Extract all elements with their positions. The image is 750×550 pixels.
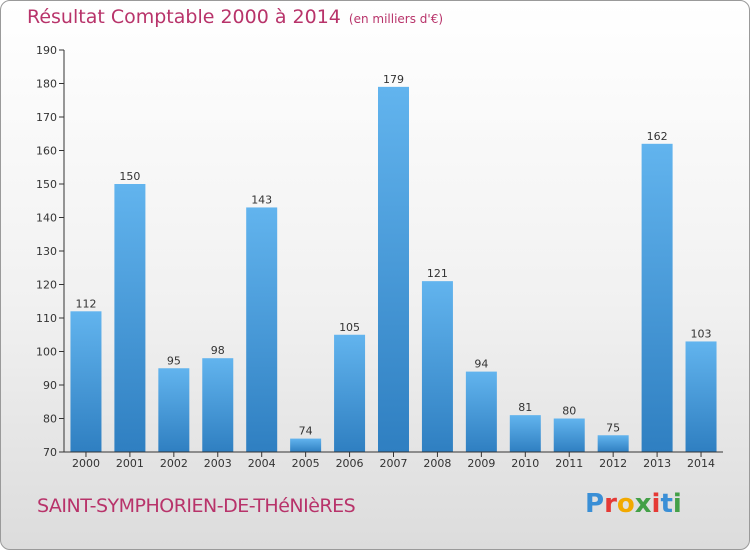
y-tick-label: 90 [43, 379, 57, 392]
bar-2000 [70, 311, 102, 452]
bar-value-label: 80 [562, 405, 576, 418]
bar-2007 [378, 86, 409, 452]
y-axis: 70 80 90 100 110 120 130 140 150 160 170 180 190 [36, 44, 65, 459]
bar-2012 [597, 435, 629, 452]
bar-value-label: 105 [339, 321, 360, 334]
logo-letter: x [634, 489, 652, 519]
bar-value-label: 112 [75, 297, 96, 310]
x-tick-label: 2007 [380, 457, 408, 470]
bar-value-label: 162 [647, 130, 668, 143]
y-tick-label: 130 [36, 245, 57, 258]
x-tick-label: 2004 [248, 457, 276, 470]
x-tick-label: 2003 [204, 457, 232, 470]
x-tick-label: 2009 [467, 457, 495, 470]
x-tick-label: 2001 [116, 457, 144, 470]
x-tick-label: 2005 [292, 457, 320, 470]
bar-2005 [290, 438, 322, 452]
bar-value-label: 74 [299, 425, 313, 438]
bar-2014 [685, 341, 717, 452]
x-tick-label: 2006 [336, 457, 364, 470]
bar-2003 [202, 358, 234, 452]
bar-value-label: 150 [119, 170, 140, 183]
y-tick-label: 120 [36, 279, 57, 292]
commune-name: SAINT-SYMPHORIEN-DE-THéNIèRES [37, 495, 356, 517]
bar-2004 [246, 207, 278, 452]
x-tick-label: 2011 [555, 457, 583, 470]
y-tick-label: 70 [43, 446, 57, 459]
x-tick-label: 2000 [72, 457, 100, 470]
chart-title-text: Résultat Comptable 2000 à 2014 [27, 6, 341, 28]
bar-value-label: 95 [167, 354, 181, 367]
y-tick-label: 150 [36, 178, 57, 191]
y-tick-label: 140 [36, 212, 57, 225]
bar-value-label: 81 [518, 401, 532, 414]
y-tick-label: 80 [43, 413, 57, 426]
bar-value-label: 179 [383, 73, 404, 86]
bar-2011 [553, 418, 585, 452]
x-tick-label: 2014 [687, 457, 715, 470]
bar-value-label: 94 [474, 358, 488, 371]
x-axis: 2000 2001 2002 2003 2004 2005 2006 2007 2008 2009… [64, 451, 723, 470]
logo-letter: o [616, 489, 635, 519]
proxiti-logo: Proxiti [585, 489, 682, 519]
bar-value-label: 121 [427, 267, 448, 280]
logo-letter: t [660, 489, 673, 519]
x-tick-label: 2012 [599, 457, 627, 470]
x-tick-label: 2008 [423, 457, 451, 470]
y-tick-label: 110 [36, 312, 57, 325]
logo-letter: P [585, 489, 605, 519]
bar-2010 [509, 415, 541, 452]
logo-letter: r [604, 489, 617, 519]
y-tick-label: 180 [36, 78, 57, 91]
bar-value-label: 103 [691, 327, 712, 340]
y-tick-label: 190 [36, 44, 57, 57]
bar-value-label: 75 [606, 421, 620, 434]
bars: 112 150 95 98 143 74 105 179 121 94 81 80 75 162 103 [70, 73, 717, 453]
y-tick-label: 170 [36, 111, 57, 124]
x-tick-label: 2013 [643, 457, 671, 470]
x-tick-label: 2002 [160, 457, 188, 470]
bar-2002 [158, 368, 190, 452]
logo-letter: i [672, 489, 682, 519]
bar-2013 [641, 143, 673, 453]
bar-2001 [114, 184, 146, 452]
chart-title: Résultat Comptable 2000 à 2014 (en millie… [27, 6, 443, 28]
logo-letter: i [651, 489, 661, 519]
bar-2008 [421, 281, 453, 452]
x-tick-label: 2010 [511, 457, 539, 470]
y-tick-label: 100 [36, 346, 57, 359]
y-tick-label: 160 [36, 145, 57, 158]
bar-2006 [334, 334, 366, 452]
chart-unit: (en milliers d'€) [348, 12, 444, 26]
bar-value-label: 98 [211, 344, 225, 357]
bar-2009 [465, 371, 497, 452]
bar-value-label: 143 [251, 193, 272, 206]
